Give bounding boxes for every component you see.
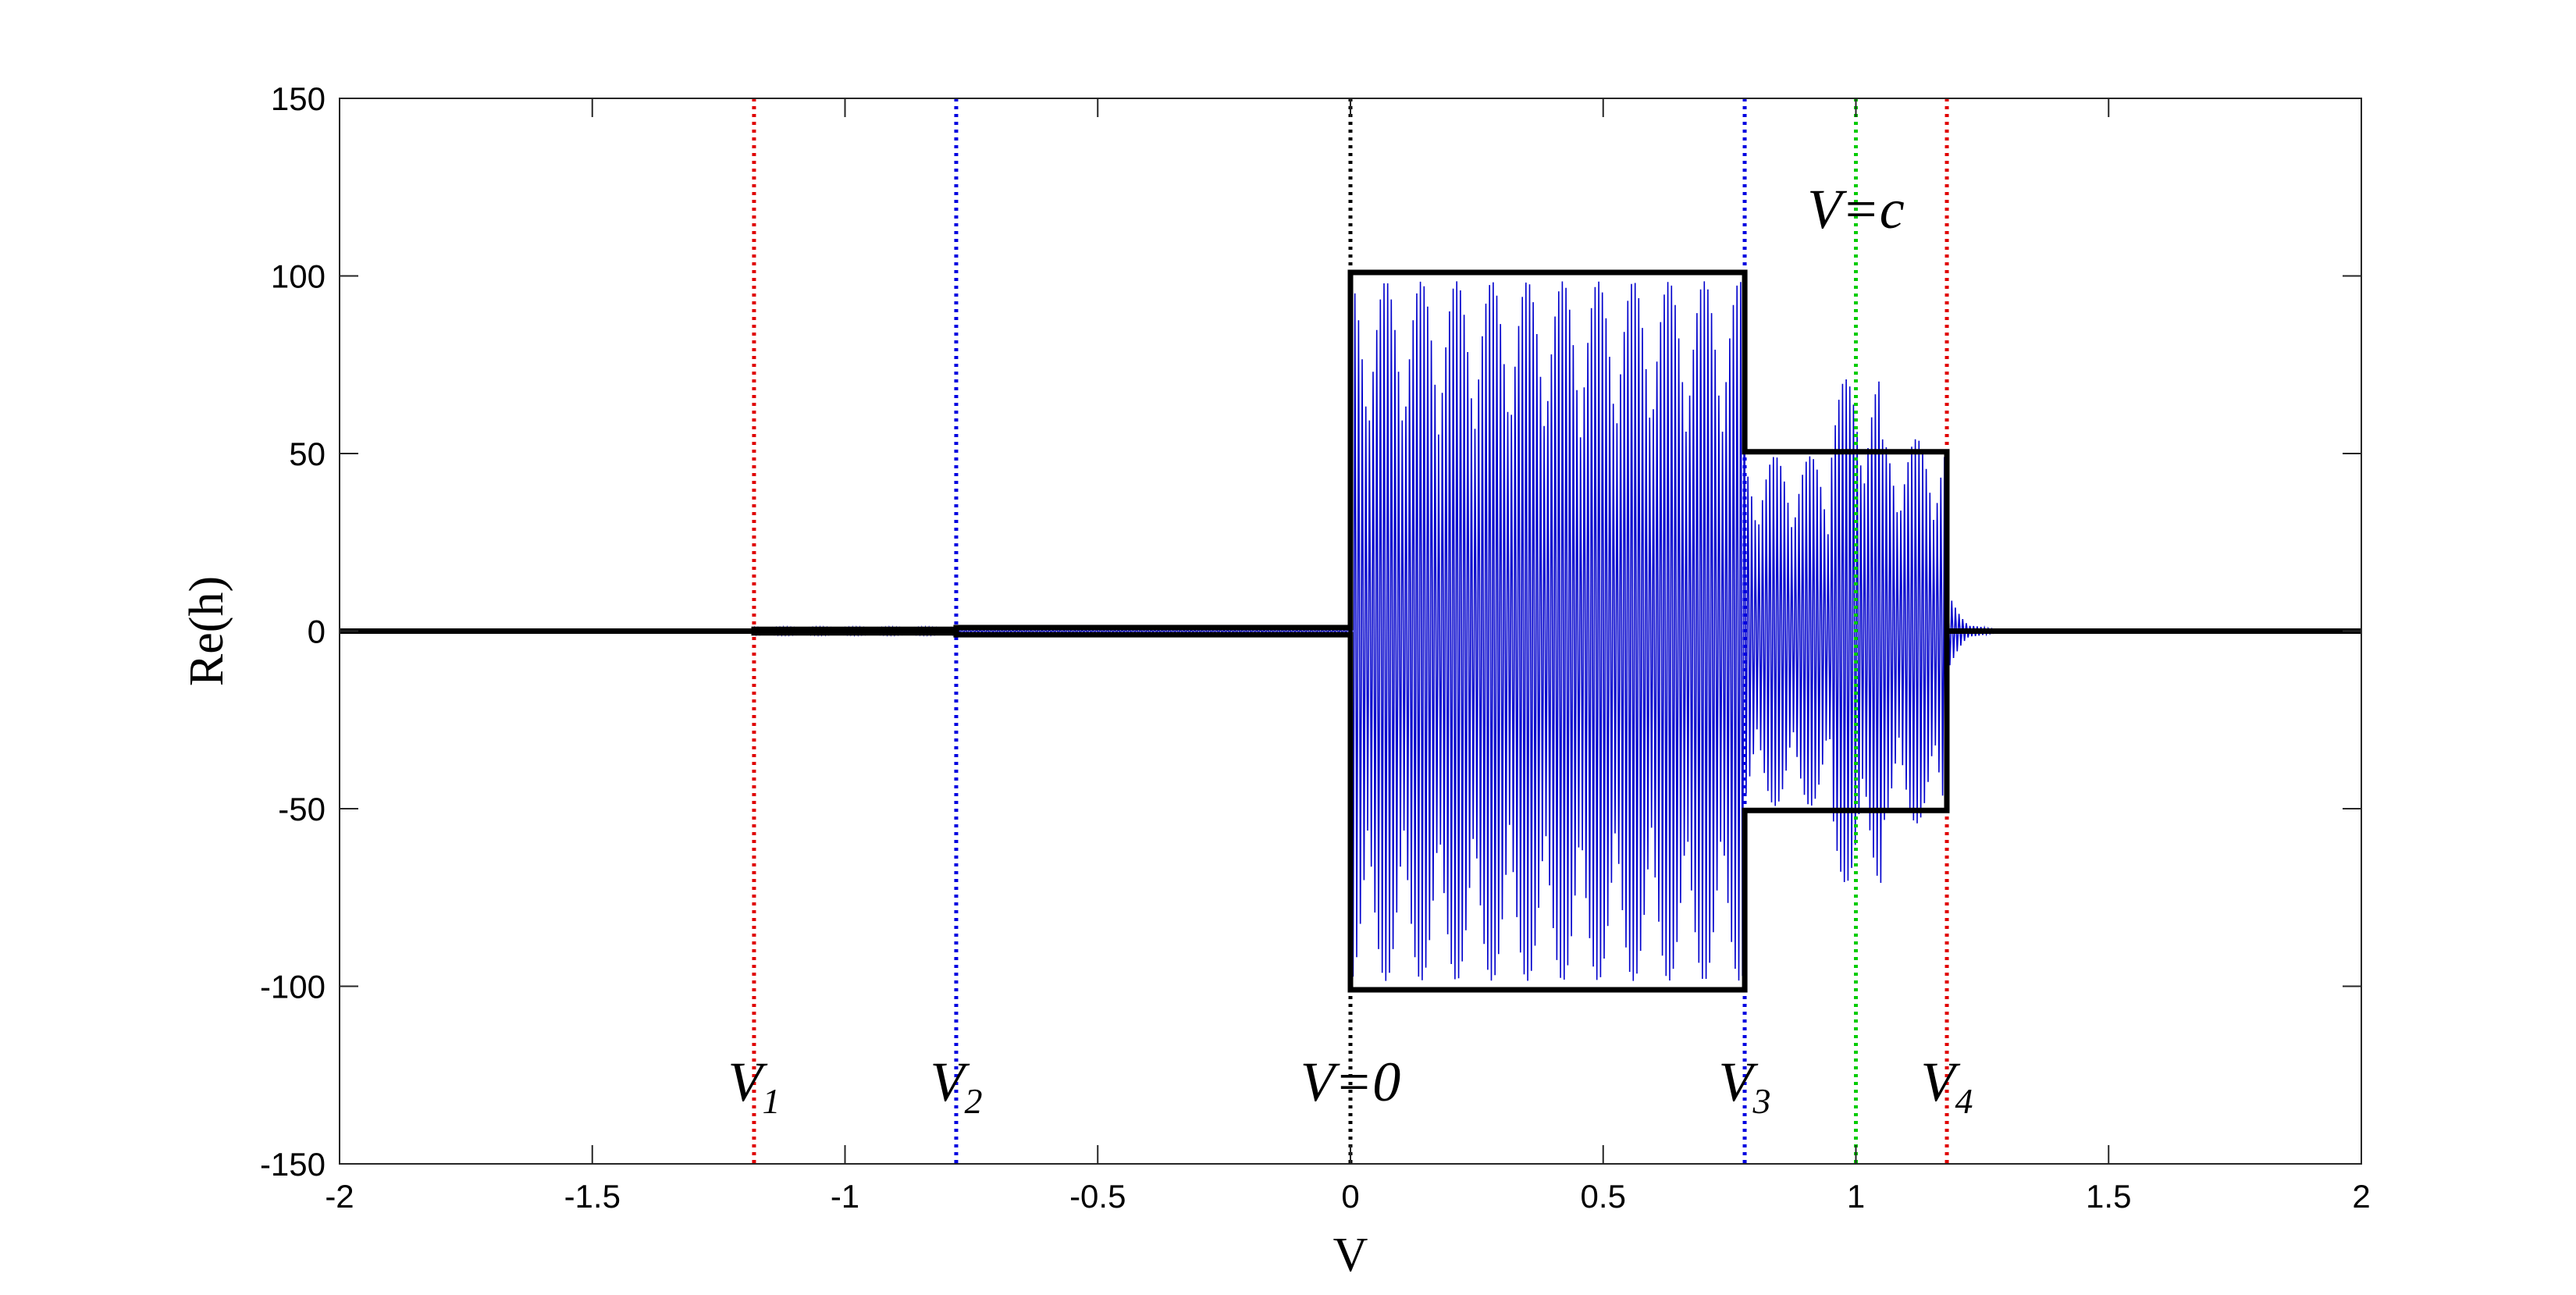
reference-label-4: V3	[1719, 1051, 1771, 1121]
axes	[339, 98, 2362, 1165]
x-tick-label: -0.5	[1069, 1178, 1126, 1215]
y-tick-label: 50	[289, 436, 326, 472]
reference-label-6: V4	[1921, 1051, 1973, 1121]
reference-label-1: V1	[728, 1051, 780, 1121]
envelope-series	[340, 269, 2361, 993]
y-tick-label: 150	[271, 80, 326, 117]
annotations: V1 V2 V=0 V3 V=c V4	[728, 178, 1973, 1121]
x-axis-label: V	[1333, 1229, 1368, 1282]
reference-label-2: V2	[930, 1051, 982, 1121]
reference-label-5: V=c	[1807, 178, 1905, 240]
y-tick-label: -150	[260, 1146, 326, 1183]
x-tick-label: 0.5	[1581, 1178, 1626, 1215]
y-tick-label: 0	[308, 614, 326, 650]
x-tick-label: 1	[1847, 1178, 1865, 1215]
y-axis-label: Re(h)	[180, 576, 233, 686]
envelope-lower	[340, 628, 2361, 993]
x-tick-label: 0	[1341, 1178, 1359, 1215]
y-tick-label: 100	[271, 258, 326, 295]
x-tick-label: -1.5	[564, 1178, 621, 1215]
x-tick-label: -2	[325, 1178, 354, 1215]
y-tick-label: -50	[278, 791, 326, 827]
x-tick-label: 2	[2352, 1178, 2370, 1215]
x-tick-label: -1	[831, 1178, 859, 1215]
y-tick-label: -100	[260, 969, 326, 1005]
x-tick-label: 1.5	[2086, 1178, 2131, 1215]
reference-label-3: V=0	[1300, 1051, 1401, 1113]
tick-labels: -2 -1.5 -1 -0.5 0 0.5 1 1.5 2 -150 -100 -50 0 50 100 15…	[260, 80, 2371, 1215]
